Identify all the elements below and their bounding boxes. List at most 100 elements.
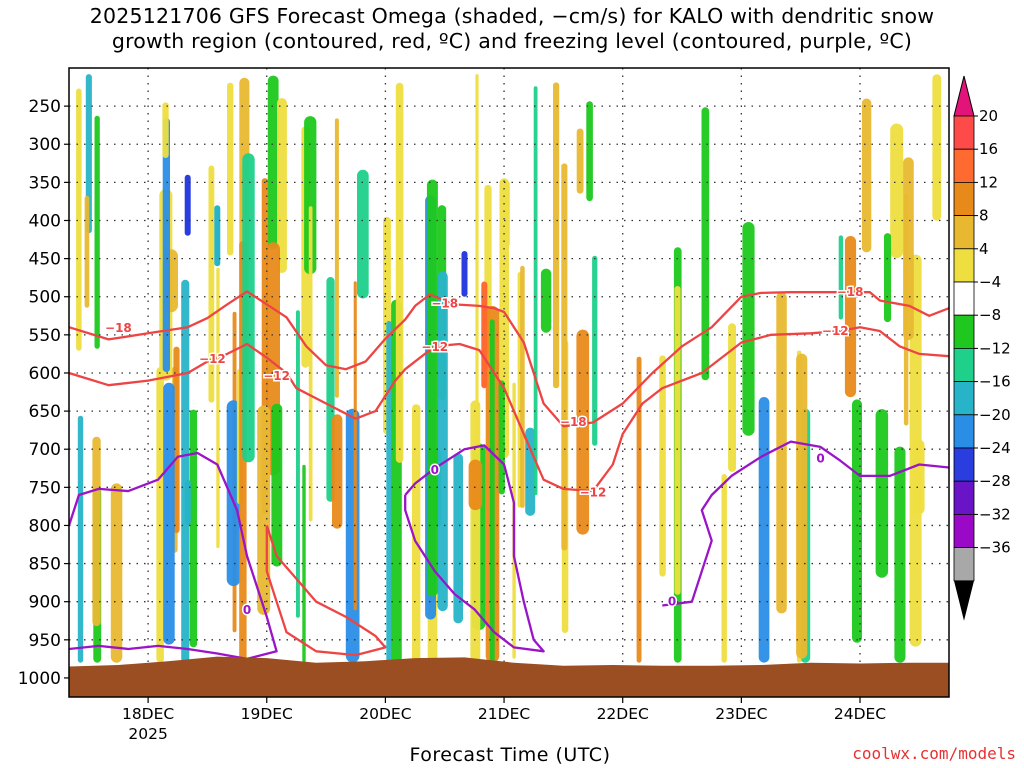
x-tick-label: 24DEC: [834, 705, 886, 723]
omega-shade-cell: [913, 439, 925, 515]
colorbar-segment: [953, 314, 975, 349]
x-tick-label: 22DEC: [597, 705, 649, 723]
x-tick-label: 21DEC: [478, 705, 530, 723]
y-tick-label: 250: [29, 97, 61, 117]
omega-shade-cell: [540, 268, 552, 333]
omega-core-cell: [184, 479, 191, 526]
omega-shade-cell: [94, 115, 100, 349]
x-tick-label: 19DEC: [241, 705, 293, 723]
chart-title: 2025121706 GFS Forecast Omega (shaded, −…: [0, 4, 1024, 54]
omega-shade-cell: [77, 415, 84, 663]
y-tick-label: 800: [29, 516, 61, 536]
colorbar-label: 16: [979, 140, 998, 158]
omega-shade-cell: [162, 102, 169, 158]
y-tick-label: 750: [29, 478, 61, 498]
omega-shade-cell: [437, 271, 448, 612]
contour-label: −12: [421, 340, 448, 354]
chart-title-line-2: growth region (contoured, red, ºC) and f…: [111, 29, 913, 53]
omega-shade-cell: [721, 474, 727, 663]
contour-label: −12: [199, 352, 226, 366]
omega-shade-cell: [353, 281, 357, 611]
colorbar-label: −16: [979, 373, 1011, 391]
contour--12: [69, 326, 949, 493]
omega-shade-cell: [674, 286, 681, 595]
omega-shade-cell: [181, 279, 190, 663]
omega-core-cell: [214, 205, 221, 267]
omega-shade-cell: [894, 446, 906, 663]
colorbar-segment: [953, 181, 975, 216]
contour-0b: [404, 444, 545, 653]
omega-shade-cell: [257, 405, 271, 615]
contour-label: −18: [837, 285, 864, 299]
colorbar-bottom-triangle: [954, 580, 974, 621]
omega-shade-cell: [742, 222, 755, 436]
omega-shade-cell: [520, 265, 525, 508]
contour-label: 0: [243, 603, 251, 617]
contour--18b: [265, 525, 387, 657]
omega-shade-cell: [776, 292, 787, 614]
contour-label: 0: [816, 451, 824, 465]
contour-label: −12: [580, 486, 607, 500]
contour-label: −18: [560, 415, 587, 429]
x-axis-ticks: 18DEC 19DEC 20DEC 21DEC 22DEC 23DEC 24DEC 2025: [122, 697, 886, 743]
contour-0c: [662, 440, 949, 607]
x-tick-label: 23DEC: [715, 705, 767, 723]
omega-shade-cell: [884, 233, 892, 323]
colorbar-label: 20: [979, 107, 998, 125]
y-tick-label: 900: [29, 593, 61, 613]
x-tick-label: 20DEC: [359, 705, 411, 723]
colorbar-label: −12: [979, 339, 1011, 357]
omega-shade-cell: [357, 169, 369, 299]
colorbar-segment: [953, 281, 975, 316]
chart-title-line-1: 2025121706 GFS Forecast Omega (shaded, −…: [89, 4, 935, 28]
omega-shade-cell: [162, 118, 170, 372]
colorbar-label: 8: [979, 207, 989, 225]
omega-shading: [76, 74, 942, 663]
contour-label: −12: [263, 369, 290, 383]
y-tick-label: 550: [29, 326, 61, 346]
omega-shade-cell: [216, 267, 220, 549]
colorbar-label: −4: [979, 273, 1001, 291]
y-tick-label: 400: [29, 211, 61, 231]
contour-label: −18: [105, 321, 132, 335]
omega-shade-cell: [84, 195, 90, 308]
omega-shade-cell: [110, 483, 123, 663]
omega-shade-cell: [308, 206, 313, 522]
omega-shade-cell: [173, 346, 180, 534]
colorbar-segment: [953, 215, 975, 250]
omega-shade-cell: [489, 319, 495, 663]
colorbar-segment: [953, 514, 975, 549]
y-axis-ticks: 250 300 350 400 450 500 550 600 650 700 750 800 850 9…: [18, 97, 69, 689]
y-tick-label: 1000: [18, 669, 61, 689]
omega-shade-cell: [470, 400, 481, 663]
omega-shade-cell: [189, 409, 198, 648]
omega-shade-cell: [533, 86, 538, 496]
y-tick-label: 350: [29, 173, 61, 193]
omega-shade-cell: [163, 382, 175, 645]
omega-shade-cell: [85, 74, 92, 234]
omega-core-cell: [184, 174, 191, 236]
omega-shade-cell: [553, 82, 560, 389]
x-year-label: 2025: [128, 725, 167, 743]
omega-core-cell: [461, 251, 468, 297]
omega-shade-cell: [932, 74, 942, 221]
omega-shade-cell: [875, 409, 889, 578]
x-axis-label: Forecast Time (UTC): [409, 744, 611, 766]
omega-shade-cell: [277, 98, 287, 273]
omega-shade-cell: [659, 355, 666, 577]
colorbar-segment: [953, 381, 975, 416]
omega-shade-cell: [426, 179, 438, 597]
colorbar-segment: [953, 447, 975, 482]
colorbar-segment: [953, 115, 975, 150]
colorbar-segment: [953, 547, 975, 582]
source-credit[interactable]: coolwx.com/models: [852, 744, 1016, 763]
y-tick-label: 450: [29, 250, 61, 270]
omega-shade-cell: [395, 82, 404, 463]
omega-shade-cell: [758, 397, 770, 663]
y-tick-label: 600: [29, 364, 61, 384]
contour-label: −18: [431, 297, 458, 311]
omega-shade-cell: [296, 310, 300, 618]
colorbar-segment: [953, 148, 975, 183]
omega-shade-cell: [156, 367, 164, 663]
